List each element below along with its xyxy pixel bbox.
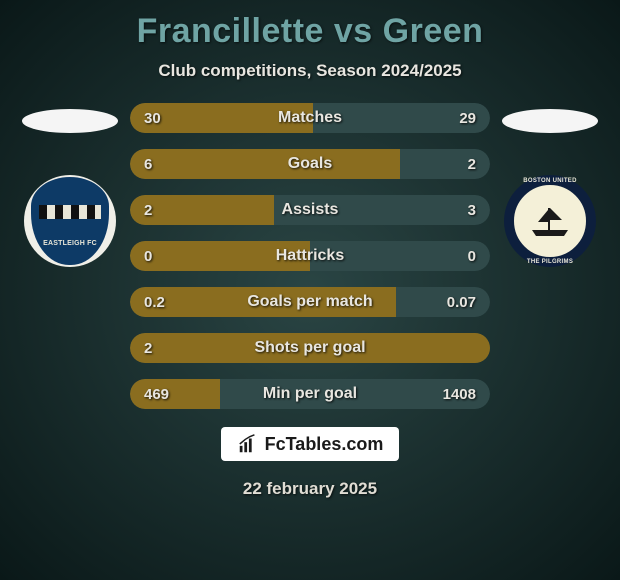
stat-row: 62Goals — [130, 149, 490, 179]
left-player-column — [10, 103, 130, 267]
bar-values: 0.2 0.07 — [130, 287, 490, 317]
boston-text-top: BOSTON UNITED — [514, 178, 586, 184]
page-title: Francillette vs Green — [137, 12, 484, 51]
stat-right-value: 1408 — [443, 386, 476, 403]
stat-left-value: 0.2 — [144, 294, 165, 311]
stat-left-value: 469 — [144, 386, 169, 403]
bar-values: 469 1408 — [130, 379, 490, 409]
right-player-column: BOSTON UNITED THE PILGRIMS — [490, 103, 610, 267]
stat-right-value: 3 — [468, 202, 476, 219]
stat-left-value: 2 — [144, 340, 152, 357]
bar-values: 62 — [130, 149, 490, 179]
stat-left-value: 2 — [144, 202, 152, 219]
fctables-logo-icon — [237, 433, 259, 455]
left-nation-flag — [22, 109, 118, 133]
subtitle: Club competitions, Season 2024/2025 — [158, 61, 461, 81]
right-nation-flag — [502, 109, 598, 133]
bar-values: 23 — [130, 195, 490, 225]
brand-text: FcTables.com — [265, 434, 384, 455]
stat-row: 00Hattricks — [130, 241, 490, 271]
stat-right-value: 0 — [468, 248, 476, 265]
bar-values: 2 — [130, 333, 490, 363]
bar-values: 30 29 — [130, 103, 490, 133]
stat-row: 2Shots per goal — [130, 333, 490, 363]
stat-row: 23Assists — [130, 195, 490, 225]
stat-left-value: 30 — [144, 110, 161, 127]
stat-bars: 3029Matches62Goals23Assists00Hattricks0.… — [130, 103, 490, 409]
stat-right-value: 29 — [459, 110, 476, 127]
date-text: 22 february 2025 — [243, 479, 377, 499]
eastleigh-shield-icon — [31, 177, 109, 265]
stat-right-value: 0.07 — [447, 294, 476, 311]
brand-badge: FcTables.com — [221, 427, 400, 461]
stat-row: 4691408Min per goal — [130, 379, 490, 409]
stat-row: 3029Matches — [130, 103, 490, 133]
ship-icon — [528, 202, 572, 240]
stat-row: 0.20.07Goals per match — [130, 287, 490, 317]
bar-values: 00 — [130, 241, 490, 271]
left-club-crest — [24, 175, 116, 267]
boston-text-bot: THE PILGRIMS — [514, 259, 586, 265]
comparison-area: 3029Matches62Goals23Assists00Hattricks0.… — [0, 103, 620, 409]
stat-right-value: 2 — [468, 156, 476, 173]
stat-left-value: 6 — [144, 156, 152, 173]
stat-left-value: 0 — [144, 248, 152, 265]
right-club-crest: BOSTON UNITED THE PILGRIMS — [504, 175, 596, 267]
